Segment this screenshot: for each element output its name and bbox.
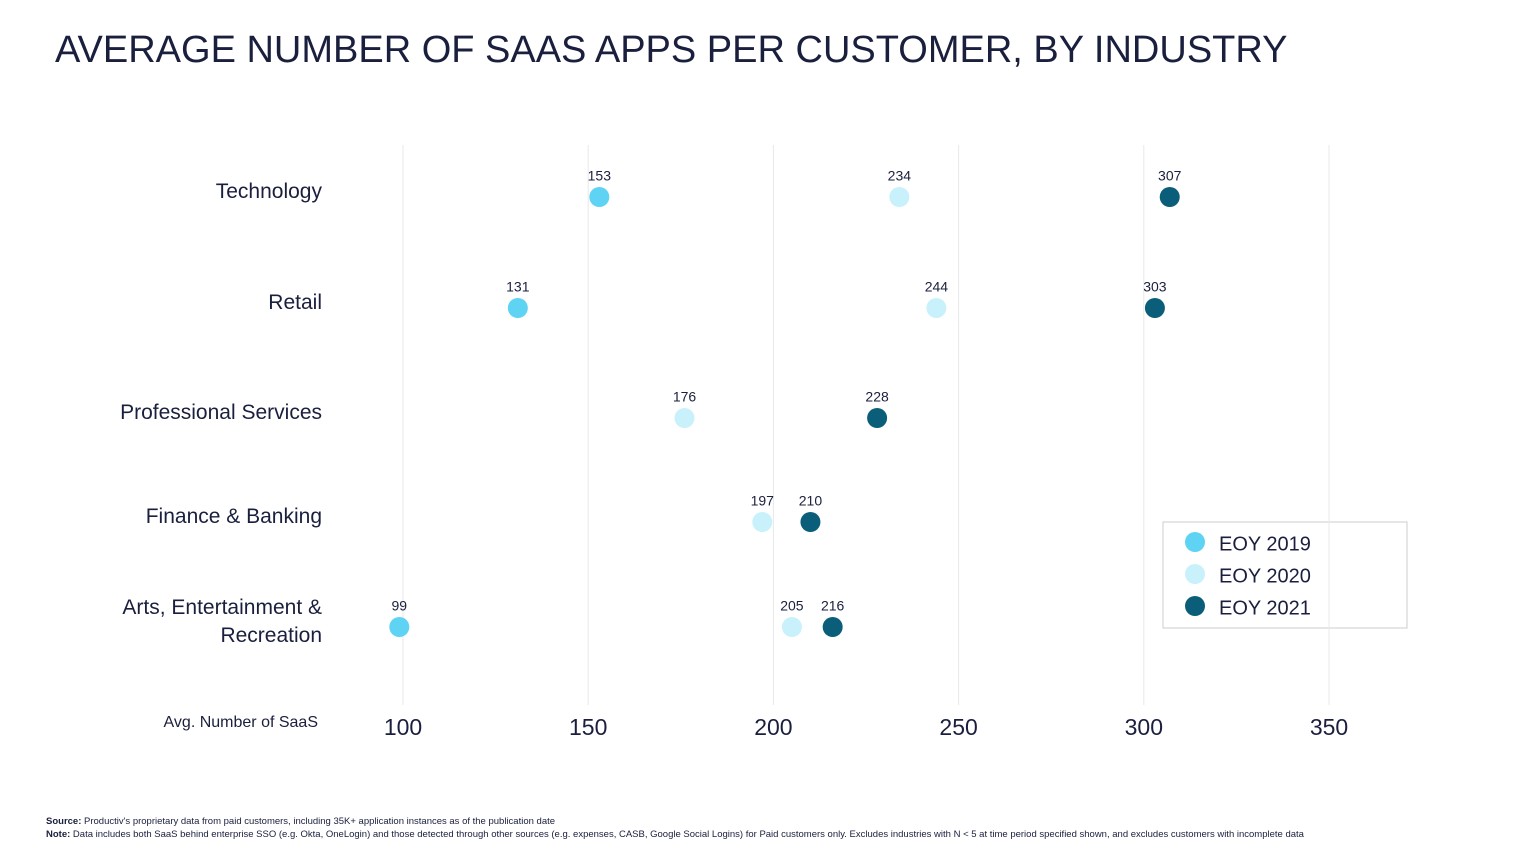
dot	[889, 187, 910, 207]
dot	[507, 298, 528, 318]
dot	[589, 187, 610, 207]
x-tick-label: 100	[384, 714, 422, 740]
x-tick-label: 200	[754, 714, 792, 740]
dot	[800, 512, 821, 532]
dot	[1159, 187, 1180, 207]
source-text: Productiv's proprietary data from paid c…	[84, 816, 556, 827]
x-tick-label: 350	[1310, 714, 1348, 740]
data-label: 307	[1158, 168, 1182, 184]
legend-label: EOY 2019	[1219, 533, 1311, 555]
chart-title: AVERAGE NUMBER OF SAAS APPS PER CUSTOMER…	[55, 29, 1287, 71]
y-category-label: Professional Services	[120, 401, 322, 424]
y-category-label: Technology	[215, 180, 322, 203]
dot	[389, 617, 410, 637]
x-tick-label: 300	[1125, 714, 1163, 740]
dot	[867, 408, 888, 428]
x-tick-label: 150	[569, 714, 607, 740]
y-category-label: Retail	[268, 291, 322, 314]
note-label: Note:	[46, 829, 71, 840]
legend-label: EOY 2021	[1219, 597, 1311, 619]
dot	[822, 617, 843, 637]
legend-marker	[1185, 564, 1205, 584]
data-label: 210	[799, 493, 823, 509]
data-label: 197	[751, 493, 775, 509]
data-label: 216	[821, 598, 845, 614]
data-label: 303	[1143, 279, 1167, 295]
dot	[781, 617, 802, 637]
dot	[674, 408, 695, 428]
y-category-label: Finance & Banking	[145, 505, 322, 528]
source-label: Source:	[46, 816, 82, 827]
legend-marker	[1185, 596, 1205, 616]
source: Source: Productiv's proprietary data fro…	[46, 816, 555, 827]
data-label: 244	[925, 279, 949, 295]
x-tick-label: 250	[939, 714, 977, 740]
y-category-label: Arts, Entertainment & Recreation	[122, 596, 322, 647]
dot	[752, 512, 773, 532]
data-label: 176	[673, 389, 697, 405]
note: Note: Data includes both SaaS behind ent…	[46, 829, 1304, 840]
dot	[1144, 298, 1165, 318]
data-label: 228	[865, 389, 889, 405]
note-text: Data includes both SaaS behind enterpris…	[72, 829, 1304, 840]
data-label: 153	[588, 168, 612, 184]
data-label: 234	[888, 168, 912, 184]
data-label: 131	[506, 279, 530, 295]
dot	[926, 298, 947, 318]
legend-marker	[1185, 532, 1205, 552]
x-axis-label: Avg. Number of SaaS	[164, 714, 318, 731]
data-label: 99	[392, 598, 408, 614]
data-label: 205	[780, 598, 804, 614]
legend-label: EOY 2020	[1219, 565, 1311, 587]
